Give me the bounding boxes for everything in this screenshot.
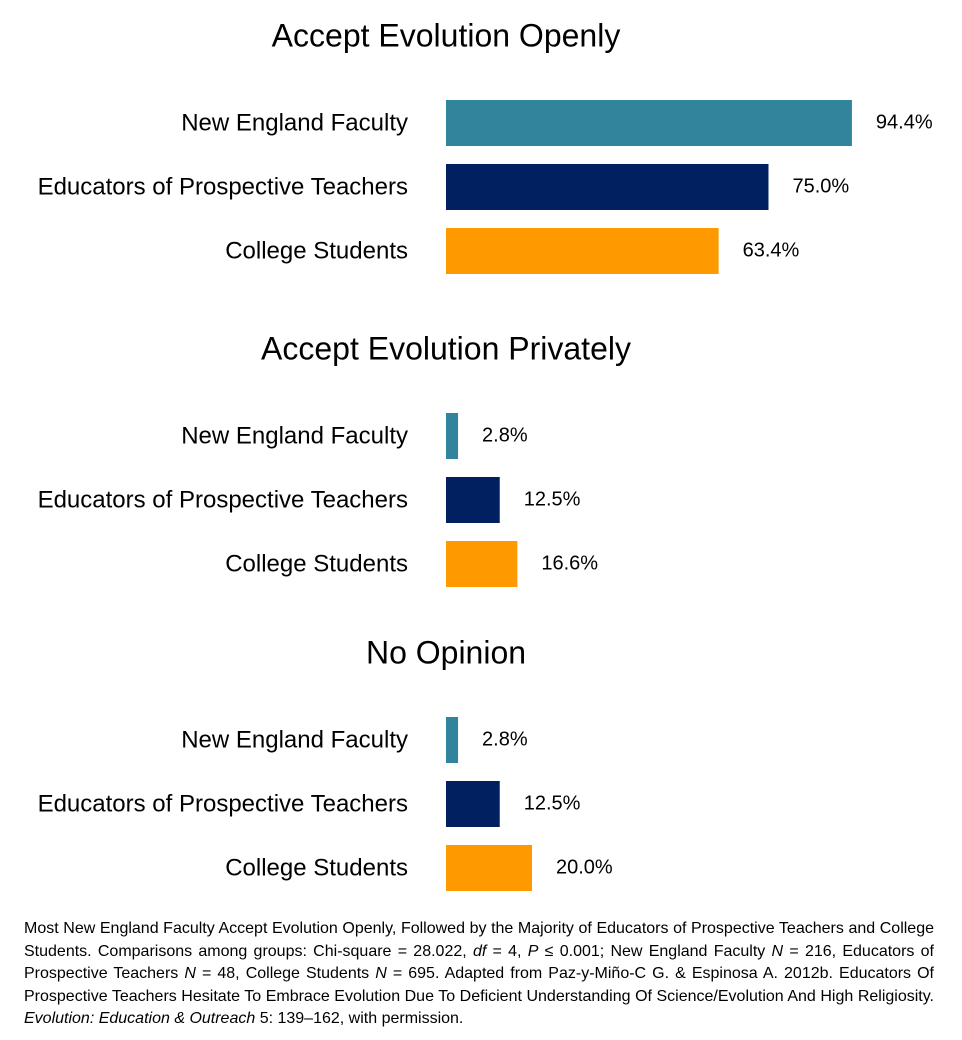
caption-italic: N [771,942,784,960]
caption-text: ≤ 0.001; New England Faculty [538,942,772,960]
category-label: Educators of Prospective Teachers [38,173,408,200]
caption-text: = 216, Educators of Prospective Teachers [24,942,934,983]
chart-title: Accept Evolution Openly [272,17,621,53]
category-label: Educators of Prospective Teachers [38,486,408,513]
bar [446,100,852,146]
caption-text: = 695. Adapted from Paz-y-Miño-C G. & Es… [24,965,935,1005]
bar [446,413,459,459]
bar [446,541,518,587]
caption-italic: Evolution: Education & Outreach [24,1010,256,1027]
category-label: Educators of Prospective Teachers [38,790,408,817]
value-label: 2.8% [482,728,528,750]
caption-italic: P [527,942,539,960]
caption-text: = 48, College Students [195,965,376,982]
value-label: 16.6% [541,552,598,574]
category-label: College Students [225,550,408,577]
caption-italic: N [375,965,387,982]
caption-italic: N [184,965,196,982]
bar [446,781,500,827]
value-label: 20.0% [556,856,613,878]
category-label: New England Faculty [181,109,408,136]
category-label: College Students [225,854,408,881]
bar [446,477,500,523]
bar [446,717,459,763]
charts: Accept Evolution Openly New England Facul… [38,17,933,891]
value-label: 94.4% [876,111,933,133]
bar [446,845,532,891]
value-label: 12.5% [524,488,581,510]
caption-text: = 4, [486,942,528,960]
caption-text: 5: 139–162, with permission. [255,1010,464,1027]
caption-italic: df [472,942,487,960]
category-label: New England Faculty [181,726,408,753]
bar [446,228,719,274]
value-label: 75.0% [793,175,850,197]
chart-title: No Opinion [366,634,526,670]
bar [446,164,769,210]
caption-text: Most New England Faculty Accept Evolutio… [24,920,934,960]
value-label: 2.8% [482,424,528,446]
value-label: 63.4% [743,239,800,261]
category-label: New England Faculty [181,422,408,449]
caption: Most New England Faculty Accept Evolutio… [24,918,934,1031]
category-label: College Students [225,237,408,264]
value-label: 12.5% [524,792,581,814]
chart-title: Accept Evolution Privately [261,330,631,366]
